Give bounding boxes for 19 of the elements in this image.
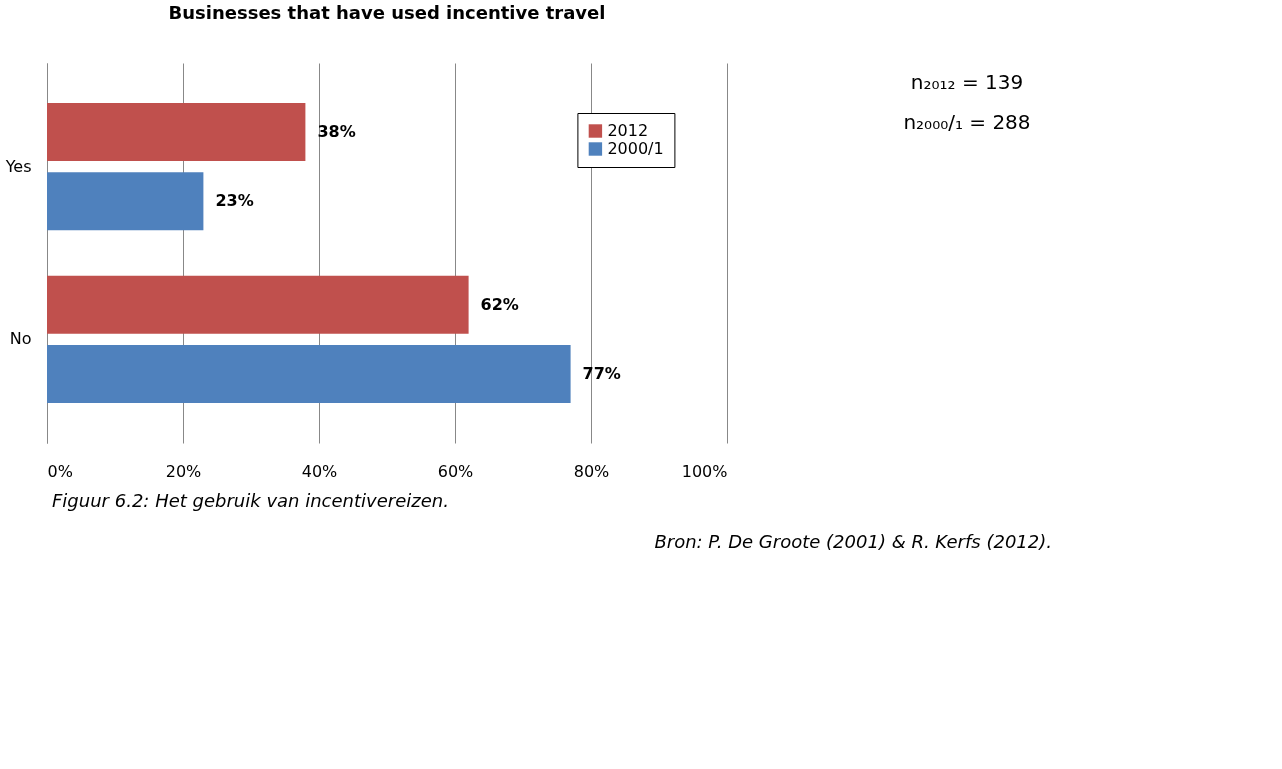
data-label: 38% [317, 122, 356, 142]
x-tick-label: 100% [681, 461, 728, 481]
data-label: 77% [582, 363, 621, 383]
x-tick-label: 20% [165, 461, 202, 481]
text: Figuur 6.2: Het gebruik van incentivereizen. [52, 490, 449, 511]
y-tick-label: Yes [4, 156, 32, 176]
x-tick-label: 0% [47, 461, 73, 481]
y-tick-label: No [9, 329, 32, 349]
legend-label: 2000/1 [607, 139, 664, 158]
chart-title: Businesses that have used incentive travel [168, 2, 606, 23]
text: Bron: P. De Groote (2001) & R. Kerfs (2012). [654, 531, 1052, 552]
text: n₂₀₁₂ = 139 [910, 70, 1024, 94]
x-tick-label: 80% [573, 461, 610, 481]
data-label: 62% [480, 294, 519, 314]
legend-label: 2012 [607, 121, 649, 140]
x-tick-label: 40% [301, 461, 338, 481]
x-tick-label: 60% [437, 461, 474, 481]
data-label: 23% [215, 191, 254, 211]
text: n₂₀₀₀/₁ = 288 [903, 110, 1031, 134]
